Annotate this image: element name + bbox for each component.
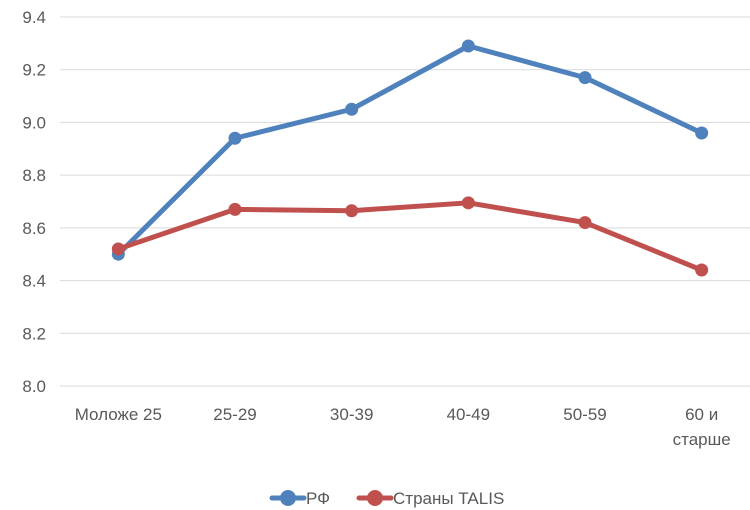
x-tick-line: 50-59 — [563, 405, 606, 424]
x-tick-label: 40-49 — [447, 405, 490, 424]
y-tick-label: 8.8 — [22, 166, 46, 185]
x-tick-label: 60 и старше — [673, 405, 731, 449]
legend-swatch-marker — [280, 490, 296, 506]
legend-label: РФ — [306, 489, 330, 508]
data-point — [461, 196, 475, 210]
x-tick-label: Моложе 25 — [75, 405, 162, 424]
x-tick-line: 60 и — [685, 405, 718, 424]
gridlines — [60, 16, 750, 387]
series-layer — [111, 39, 709, 277]
series-line-2 — [115, 200, 705, 273]
data-point — [695, 126, 709, 140]
data-point — [111, 242, 125, 256]
data-point — [461, 39, 475, 53]
legend-label: Страны TALIS — [393, 489, 504, 508]
x-tick-line: 40-49 — [447, 405, 490, 424]
legend-swatch-marker — [367, 490, 383, 506]
series-line-1 — [115, 43, 705, 257]
data-point — [345, 102, 359, 116]
y-tick-label: 9.2 — [22, 61, 46, 80]
legend: РФ Страны TALIS — [269, 489, 504, 508]
y-tick-label: 9.4 — [22, 8, 46, 27]
x-tick-line: 25-29 — [213, 405, 256, 424]
y-tick-label: 8.6 — [22, 219, 46, 238]
x-tick-line: 30-39 — [330, 405, 373, 424]
x-tick-label: 50-59 — [563, 405, 606, 424]
x-tick-line: старше — [673, 430, 731, 449]
data-point — [695, 263, 709, 277]
x-axis-ticks: Моложе 25 25-29 30-39 40-49 50-59 60 и старше — [75, 405, 731, 449]
data-point — [228, 202, 242, 216]
data-point — [578, 71, 592, 85]
data-point — [228, 131, 242, 145]
y-tick-label: 9.0 — [22, 113, 46, 132]
x-tick-label: 30-39 — [330, 405, 373, 424]
x-tick-line: Моложе 25 — [75, 405, 162, 424]
data-point — [345, 204, 359, 218]
x-tick-label: 25-29 — [213, 405, 256, 424]
y-tick-label: 8.2 — [22, 324, 46, 343]
y-tick-label: 8.4 — [22, 272, 46, 291]
y-tick-label: 8.0 — [22, 377, 46, 396]
y-axis-ticks: 8.0 8.2 8.4 8.6 8.8 9.0 9.2 9.4 — [22, 8, 46, 396]
data-point — [578, 216, 592, 230]
